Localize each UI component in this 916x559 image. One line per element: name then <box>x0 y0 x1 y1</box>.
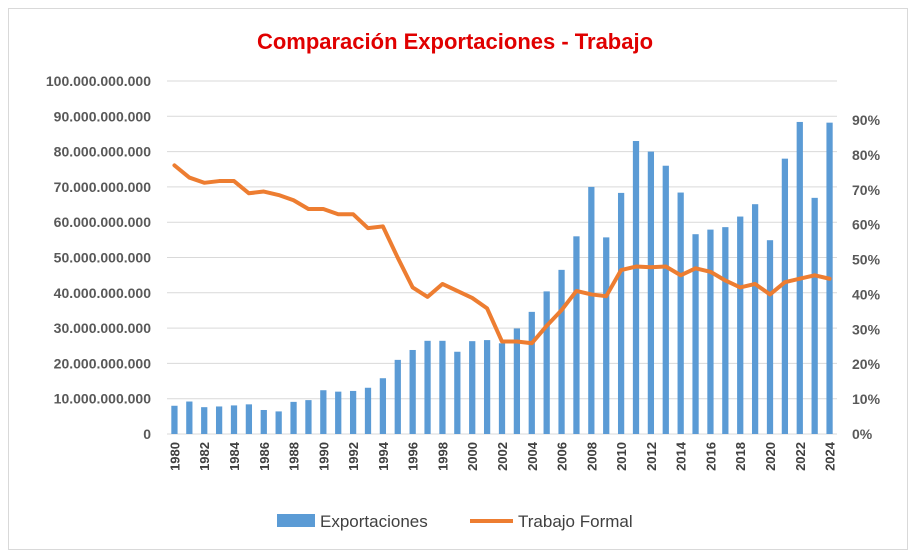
x-tick-label: 1982 <box>197 442 212 471</box>
bar-exportaciones-1996 <box>409 349 416 434</box>
bar-exportaciones-2000 <box>469 341 476 434</box>
x-tick-label: 1990 <box>316 442 331 471</box>
x-tick-label: 2008 <box>584 442 599 471</box>
left-tick-label: 20.000.000.000 <box>54 355 152 371</box>
bar-exportaciones-2019 <box>751 204 759 434</box>
bar-exportaciones-2017 <box>722 227 729 434</box>
bar-exportaciones-2018 <box>737 216 744 434</box>
legend-label-exportaciones: Exportaciones <box>320 512 428 531</box>
bar-exportaciones-1997 <box>424 340 431 434</box>
bar-exportaciones-1994 <box>379 378 387 434</box>
bar-exportaciones-1990 <box>320 390 327 434</box>
left-tick-label: 0 <box>143 426 151 442</box>
x-tick-label: 2010 <box>614 442 629 471</box>
bar-exportaciones-1999 <box>454 351 461 434</box>
bar-exportaciones-1982 <box>201 407 208 434</box>
bar-exportaciones-2015 <box>692 234 699 434</box>
left-tick-label: 60.000.000.000 <box>54 214 152 230</box>
right-tick-label: 70% <box>852 182 881 198</box>
x-tick-label: 1994 <box>376 441 391 471</box>
bar-exportaciones-1987 <box>275 411 282 434</box>
right-tick-label: 60% <box>852 217 881 233</box>
x-axis-ticks: 1980 1982 1984 1986 1988 1990 1992 1994 1996 1998… <box>167 441 837 471</box>
legend-swatch-exportaciones <box>277 514 315 527</box>
line-trabajo-formal <box>172 163 832 346</box>
x-tick-label: 2002 <box>495 442 510 471</box>
right-tick-label: 30% <box>852 321 881 337</box>
right-tick-label: 0% <box>852 426 873 442</box>
bar-series-exportaciones <box>171 121 833 435</box>
left-tick-label: 80.000.000.000 <box>54 144 152 160</box>
x-tick-label: 2014 <box>674 441 689 471</box>
chart-title: Comparación Exportaciones - Trabajo <box>257 29 653 54</box>
left-tick-label: 70.000.000.000 <box>54 179 152 195</box>
bar-exportaciones-2001 <box>483 340 491 434</box>
bar-exportaciones-2014 <box>677 192 684 434</box>
bar-exportaciones-1998 <box>439 340 446 434</box>
bar-exportaciones-2020 <box>766 240 774 434</box>
bar-exportaciones-2003 <box>513 328 521 434</box>
left-axis-ticks: 0 10.000.000.000 20.000.000.000 30.000.000.… <box>46 73 151 442</box>
bar-exportaciones-1995 <box>394 359 401 434</box>
bar-exportaciones-1993 <box>364 387 372 434</box>
bar-exportaciones-2007 <box>573 236 580 434</box>
bar-exportaciones-1988 <box>290 401 297 434</box>
x-tick-label: 2016 <box>703 442 718 471</box>
x-tick-label: 1986 <box>257 442 272 471</box>
x-tick-label: 1998 <box>435 442 450 471</box>
bar-exportaciones-2016 <box>707 229 714 434</box>
x-tick-label: 1992 <box>346 442 361 471</box>
x-tick-label: 1984 <box>227 441 242 471</box>
bar-exportaciones-1992 <box>349 390 357 434</box>
right-tick-label: 50% <box>852 252 881 268</box>
bar-exportaciones-1981 <box>186 401 193 434</box>
bar-exportaciones-1984 <box>230 405 238 434</box>
bar-exportaciones-2023 <box>811 197 818 434</box>
bar-exportaciones-2011 <box>632 141 640 434</box>
bar-exportaciones-1980 <box>171 405 178 434</box>
left-tick-label: 30.000.000.000 <box>54 320 152 336</box>
right-tick-label: 90% <box>852 112 881 128</box>
bar-exportaciones-2002 <box>498 343 506 434</box>
x-tick-label: 1988 <box>287 442 302 471</box>
right-tick-label: 20% <box>852 356 881 372</box>
right-axis-ticks: 0% 10% 20% 30% 40% 50% 60% 70% 80% 90% <box>852 112 881 442</box>
x-tick-label: 1996 <box>406 442 421 471</box>
x-tick-label: 2012 <box>644 442 659 471</box>
bar-exportaciones-2013 <box>662 165 669 434</box>
x-tick-label: 2006 <box>555 442 570 471</box>
x-tick-label: 2024 <box>823 441 838 471</box>
bar-exportaciones-1986 <box>260 409 267 434</box>
left-tick-label: 10.000.000.000 <box>54 391 152 407</box>
right-tick-label: 80% <box>852 147 881 163</box>
bar-exportaciones-1983 <box>215 406 223 434</box>
right-tick-label: 10% <box>852 391 881 407</box>
left-tick-label: 40.000.000.000 <box>54 285 152 301</box>
bar-exportaciones-2005 <box>543 291 550 434</box>
bar-exportaciones-1989 <box>305 400 312 434</box>
bar-exportaciones-2009 <box>603 237 610 434</box>
x-tick-label: 2000 <box>465 442 480 471</box>
x-tick-label: 1980 <box>167 442 182 471</box>
x-tick-label: 2004 <box>525 441 540 471</box>
x-tick-label: 2020 <box>763 442 778 471</box>
legend: Exportaciones Trabajo Formal <box>277 512 633 531</box>
right-tick-label: 40% <box>852 286 881 302</box>
line-series-trabajo-formal <box>172 163 832 346</box>
bar-exportaciones-1985 <box>245 404 253 434</box>
bar-exportaciones-1991 <box>335 391 342 434</box>
left-tick-label: 90.000.000.000 <box>54 108 152 124</box>
bar-exportaciones-2008 <box>588 186 595 434</box>
bar-exportaciones-2012 <box>647 151 655 434</box>
legend-label-trabajo-formal: Trabajo Formal <box>518 512 633 531</box>
bar-exportaciones-2010 <box>617 192 625 434</box>
x-tick-label: 2022 <box>793 442 808 471</box>
bar-exportaciones-2021 <box>781 158 789 434</box>
x-tick-label: 2018 <box>733 442 748 471</box>
bar-exportaciones-2004 <box>528 311 535 434</box>
left-tick-label: 100.000.000.000 <box>46 73 151 89</box>
bar-exportaciones-2006 <box>558 269 565 434</box>
left-tick-label: 50.000.000.000 <box>54 250 152 266</box>
